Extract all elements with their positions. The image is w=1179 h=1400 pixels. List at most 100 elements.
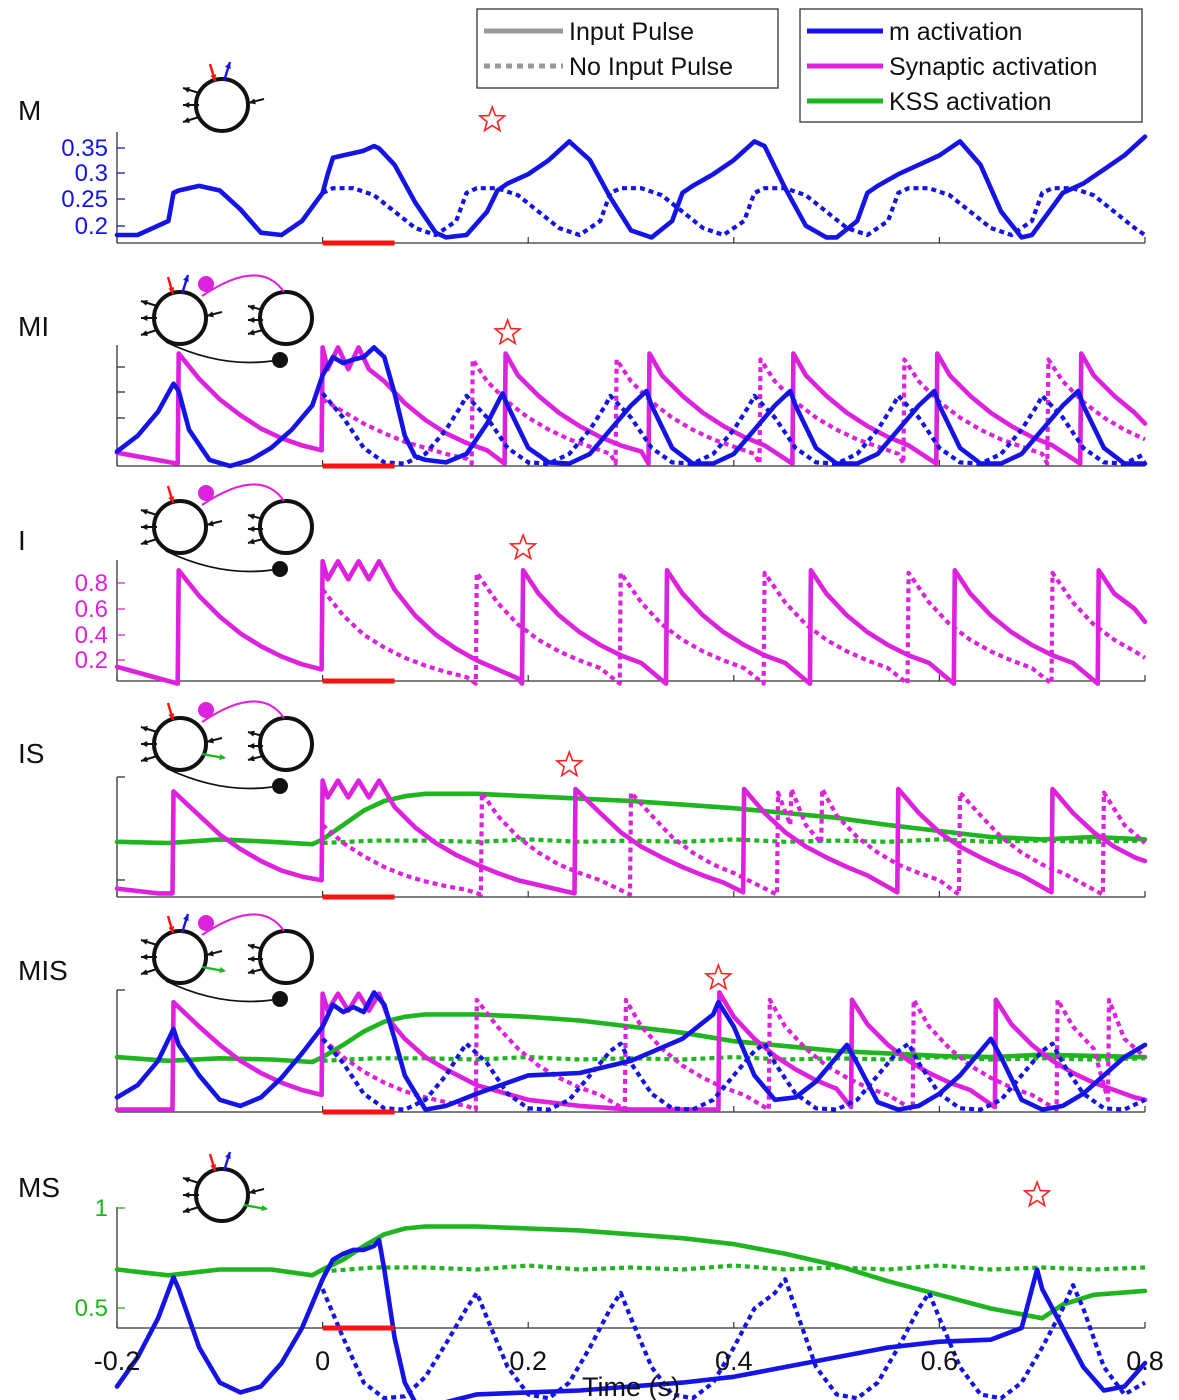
arrowhead-icon xyxy=(207,520,214,527)
series-m-input-pulse xyxy=(114,1237,1148,1400)
series-kss-no-pulse xyxy=(322,837,1146,846)
y-tick-label: 0.2 xyxy=(75,647,108,674)
neuron-circle-icon xyxy=(152,929,208,985)
panel-label: MI xyxy=(18,311,49,342)
arrowhead-icon xyxy=(249,98,256,105)
arrowhead-icon xyxy=(141,314,148,322)
synapse-dot-icon xyxy=(198,485,214,501)
arrowhead-icon xyxy=(183,1176,190,1183)
arrowhead-icon xyxy=(141,539,148,546)
circuit-schematic xyxy=(140,483,314,577)
circuit-schematic xyxy=(140,274,314,368)
feedback-dot-icon xyxy=(272,778,288,794)
star-marker-icon xyxy=(508,532,538,561)
y-tick-label: 0.25 xyxy=(61,186,108,213)
neuron-circle-icon xyxy=(194,77,250,133)
y-tick-label: 0.4 xyxy=(75,622,108,649)
feedback-connection-line xyxy=(165,767,273,790)
circuit-schematic xyxy=(140,913,314,1007)
arrowhead-icon xyxy=(141,969,148,976)
x-tick-label: 0.2 xyxy=(509,1346,547,1376)
panel-label: MIS xyxy=(18,955,68,986)
legend-var-label: m activation xyxy=(889,18,1022,46)
neuron-circle-icon xyxy=(194,1167,250,1223)
arrowhead-icon xyxy=(141,938,148,945)
y-tick-label: 0.35 xyxy=(61,135,108,162)
arrowhead-icon xyxy=(248,304,255,311)
arrowhead-icon xyxy=(248,525,255,533)
panels: M0.350.30.250.2MII0.80.60.40.2ISMISMS10.… xyxy=(18,61,1148,1400)
series-kss-input-pulse xyxy=(114,1224,1148,1321)
series-m-no-pulse xyxy=(320,1277,1147,1400)
synapse-connection-line xyxy=(201,483,285,506)
panel-is: IS xyxy=(18,700,1148,900)
legend-variables: m activation Synaptic activation KSS activ… xyxy=(799,8,1143,123)
arrowhead-icon xyxy=(183,101,190,109)
panel-label: IS xyxy=(18,738,44,769)
arrowhead-icon xyxy=(183,275,189,282)
star-marker-icon xyxy=(703,962,733,991)
synapse-connection-line xyxy=(201,913,285,936)
arrowhead-icon xyxy=(248,955,255,963)
series-syn-no-pulse xyxy=(321,357,1146,466)
arrowhead-icon xyxy=(248,513,255,520)
panel-mi: MI xyxy=(18,274,1148,469)
arrowhead-icon xyxy=(219,754,226,761)
circuit-schematic xyxy=(140,700,314,794)
inhibitory-neuron-icon xyxy=(258,929,314,985)
star-marker-icon xyxy=(477,104,507,133)
arrowhead-icon xyxy=(141,523,148,531)
series-kss-input-pulse xyxy=(114,1012,1148,1065)
star-marker-icon xyxy=(493,317,523,346)
synapse-dot-icon xyxy=(198,276,214,292)
arrowhead-icon xyxy=(249,1188,256,1195)
arrowhead-icon xyxy=(207,737,214,744)
x-axis-label: Time (s) xyxy=(582,1372,680,1400)
y-tick-label: 0.3 xyxy=(75,160,108,187)
y-tick-label: 0.8 xyxy=(75,570,108,597)
series-m-input-pulse xyxy=(114,134,1148,240)
arrowhead-icon xyxy=(183,1207,190,1214)
arrowhead-icon xyxy=(207,950,214,957)
legend-style-label: Input Pulse xyxy=(569,18,694,46)
y-tick-label: 0.2 xyxy=(75,213,108,240)
arrowhead-icon xyxy=(168,713,175,720)
x-tick-label: 0 xyxy=(315,1346,330,1376)
arrowhead-icon xyxy=(141,953,148,961)
series-m-input-pulse xyxy=(114,345,1148,469)
arrowhead-icon xyxy=(248,329,255,336)
x-tick-label: 0.4 xyxy=(715,1346,753,1376)
feedback-connection-line xyxy=(165,341,273,364)
panel-mis: MIS xyxy=(18,913,1148,1115)
x-axis: -0.2 0 0.2 0.4 0.6 0.8 Time (s) xyxy=(94,1346,1164,1400)
arrowhead-icon xyxy=(225,62,231,69)
x-tick-label: 0.6 xyxy=(921,1346,959,1376)
arrowhead-icon xyxy=(219,967,226,974)
arrowhead-icon xyxy=(248,316,255,324)
panel-label: M xyxy=(18,95,41,126)
arrowhead-icon xyxy=(141,330,148,337)
arrowhead-icon xyxy=(248,742,255,750)
y-tick-label: 0.5 xyxy=(75,1295,108,1322)
legend-var-label: KSS activation xyxy=(889,88,1052,116)
arrowhead-icon xyxy=(141,725,148,732)
synapse-connection-line xyxy=(201,700,285,723)
arrowhead-icon xyxy=(248,730,255,737)
arrowhead-icon xyxy=(168,496,175,503)
series-kss-no-pulse xyxy=(322,1263,1146,1274)
series-syn-no-pulse xyxy=(320,570,1147,686)
panel-ms: MS 1 0.5 xyxy=(18,1151,1148,1400)
inhibitory-neuron-icon xyxy=(258,716,314,772)
panel-i: I 0.80.60.40.2 xyxy=(18,483,1148,686)
arrowhead-icon xyxy=(248,755,255,762)
arrowhead-icon xyxy=(183,86,190,93)
series-m-no-pulse xyxy=(321,392,1146,466)
neuron-circle-icon xyxy=(152,290,208,346)
x-tick-label: -0.2 xyxy=(94,1346,141,1376)
feedback-dot-icon xyxy=(272,991,288,1007)
circuit-schematic xyxy=(182,61,265,133)
synapse-dot-icon xyxy=(198,702,214,718)
circuit-schematic xyxy=(182,1151,268,1223)
series-syn-input-pulse xyxy=(114,778,1148,896)
arrowhead-icon xyxy=(141,299,148,306)
